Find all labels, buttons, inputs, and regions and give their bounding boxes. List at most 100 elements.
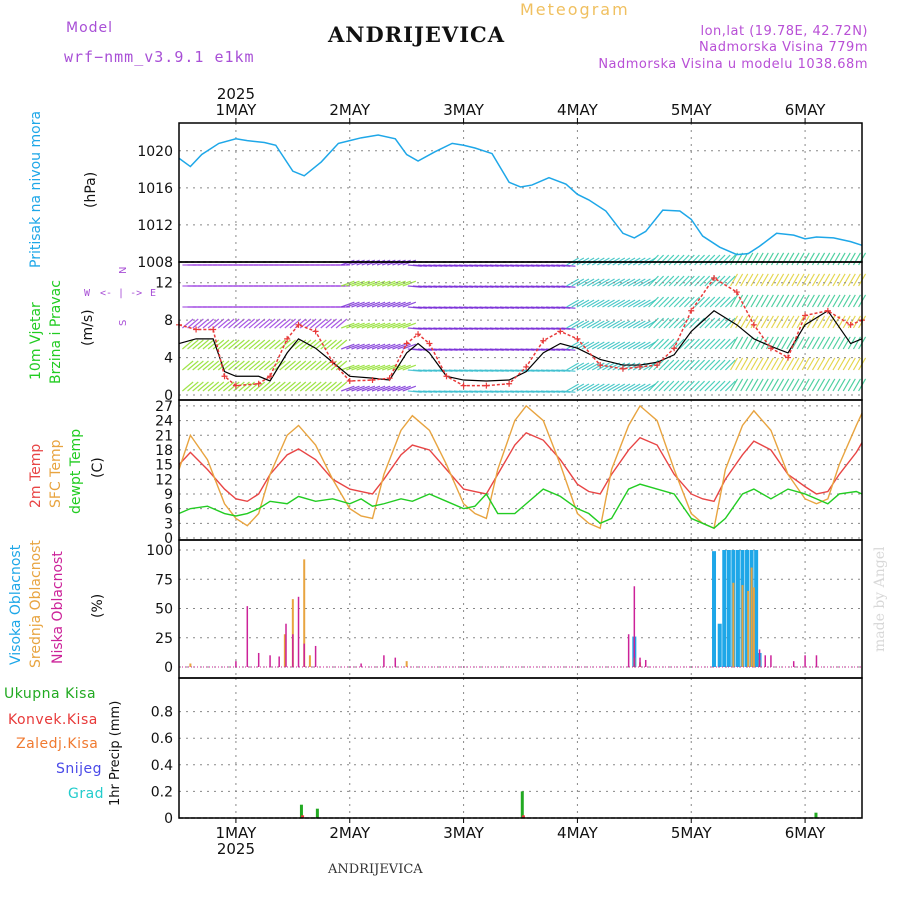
wind-barb xyxy=(402,301,417,308)
chart-subtitle: Meteogram xyxy=(520,0,630,19)
wind-barb xyxy=(714,254,726,266)
wind-barb xyxy=(704,338,716,350)
wind-barb xyxy=(248,360,261,371)
cloud-bar xyxy=(308,655,311,667)
cloud-bar xyxy=(303,559,306,667)
wind-barb xyxy=(852,252,861,266)
cloud-bar xyxy=(627,634,630,667)
wind-barb xyxy=(371,322,386,329)
wind-barb xyxy=(197,381,209,392)
wind-barb xyxy=(745,273,754,287)
wind-barb xyxy=(197,318,209,329)
wind-barb xyxy=(304,360,317,371)
cloud-bar xyxy=(314,645,317,667)
y-tick-label: 1020 xyxy=(137,144,173,160)
wind-barb xyxy=(683,296,695,308)
wind-barb xyxy=(822,315,831,329)
wind-barb xyxy=(341,364,355,371)
wind-barb xyxy=(663,275,675,287)
wind-barb xyxy=(602,320,615,329)
wind-barb xyxy=(796,336,805,350)
wind-barb xyxy=(837,252,846,266)
wind-barb xyxy=(197,339,209,350)
wind-barb xyxy=(714,338,726,350)
gust-marker xyxy=(619,365,626,372)
cloud-bar xyxy=(257,652,260,667)
y-tick-label: 25 xyxy=(155,631,173,647)
wind-barb xyxy=(397,301,411,308)
wind-barb xyxy=(202,318,215,329)
model-elevation-label: Nadmorska Visina u modelu 1038.68m xyxy=(598,57,868,72)
cloud-bar xyxy=(741,585,744,667)
wind-barb xyxy=(755,336,764,350)
wind-barb xyxy=(207,318,220,329)
y-tick-label: 0.6 xyxy=(151,731,173,747)
wind-barb xyxy=(796,357,805,371)
wind-barb xyxy=(269,339,281,350)
wind-barb xyxy=(817,315,826,329)
wind-barb xyxy=(658,380,670,392)
wind-barb xyxy=(627,362,641,371)
wind-barb xyxy=(791,252,800,266)
wind-barb xyxy=(561,327,576,330)
precip-snow-label: Snijeg xyxy=(56,761,103,777)
wind-barb xyxy=(346,322,360,329)
wind-barb xyxy=(745,378,754,392)
wind-barb xyxy=(561,306,576,309)
gust-marker xyxy=(295,321,302,328)
wind-barb xyxy=(366,385,381,392)
wind-barb xyxy=(212,339,225,350)
wind-barb xyxy=(704,380,716,392)
wind-barb xyxy=(228,360,240,371)
y-tick-label: 0 xyxy=(164,388,173,404)
cloud-bar xyxy=(722,550,727,667)
wind-barb xyxy=(648,275,659,287)
wind-barb xyxy=(750,252,759,266)
y-tick-label: 50 xyxy=(155,602,173,618)
y-tick-label: 27 xyxy=(155,399,173,415)
panel-frame-precipitation xyxy=(178,677,863,819)
wind-barb xyxy=(781,273,790,287)
wind-barb xyxy=(765,315,774,329)
wind-barb xyxy=(597,362,610,371)
wind-barb xyxy=(258,339,271,350)
wind-barb xyxy=(217,381,230,392)
wind-barb xyxy=(243,339,255,350)
wind-barb xyxy=(750,294,759,308)
wind-barb xyxy=(366,280,381,287)
wind-barb xyxy=(740,294,749,308)
gust-marker xyxy=(637,363,644,370)
wind-barb xyxy=(289,360,302,371)
wind-barb xyxy=(566,299,580,308)
wind-barb xyxy=(212,381,225,392)
wind-barb xyxy=(765,336,774,350)
wind-barb xyxy=(776,357,785,371)
wind-barb xyxy=(847,357,856,371)
wind-barb xyxy=(791,336,800,350)
wind-barb xyxy=(602,341,615,350)
gust-marker xyxy=(346,377,353,384)
wind-barb xyxy=(842,378,851,392)
y-tick-label: 0 xyxy=(164,531,173,547)
wind-barb xyxy=(827,357,836,371)
gust-marker xyxy=(386,375,393,382)
wind-barb xyxy=(745,315,754,329)
y-tick-label: 3 xyxy=(164,516,173,532)
cloud-bar xyxy=(394,657,397,667)
wind-barb xyxy=(381,322,396,329)
wind-barb xyxy=(612,299,626,308)
wind-barb xyxy=(822,252,831,266)
wind-barb xyxy=(561,285,576,288)
gust-marker xyxy=(210,326,217,333)
gust-marker xyxy=(193,326,200,333)
pressure-line xyxy=(178,134,863,256)
gust-marker xyxy=(574,335,581,342)
wind-barb xyxy=(591,299,605,308)
cloud-bar xyxy=(644,659,647,667)
wind-barb xyxy=(842,294,851,308)
wind-barb xyxy=(765,273,774,287)
gust-marker xyxy=(688,307,695,314)
wind-barb xyxy=(597,341,610,350)
wind-barb xyxy=(730,357,739,371)
wind-barb xyxy=(678,296,690,308)
